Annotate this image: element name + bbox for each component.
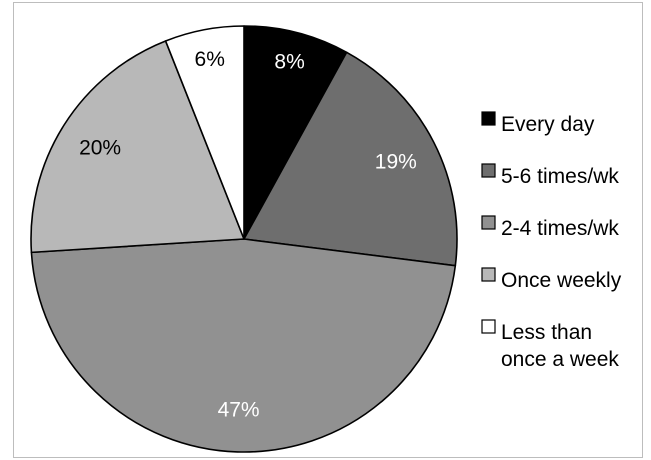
pie-slice-4 <box>164 25 245 240</box>
pie-slice-2 <box>30 238 457 453</box>
legend-label-2: 2-4 times/wk <box>501 217 619 240</box>
pie-slices <box>30 25 458 453</box>
slice-data-label-3: 20% <box>79 137 121 160</box>
legend-label-1: 5-6 times/wk <box>501 165 619 188</box>
slice-data-label-1: 19% <box>375 151 417 174</box>
legend-label-4-line-1: once a week <box>501 348 619 371</box>
legend-label-4: Less than <box>501 321 592 344</box>
pie-data-labels: 8% 19% 47% 20% 6% <box>79 48 417 421</box>
legend-label-0: Every day <box>501 113 595 136</box>
legend-swatch-2 <box>481 215 496 230</box>
pie-slice-0 <box>243 25 348 240</box>
legend-swatch-1 <box>481 163 496 178</box>
legend-swatch-0 <box>481 111 496 126</box>
pie-slice-1 <box>243 51 458 267</box>
legend-swatch-4 <box>481 319 496 334</box>
pie-slice-3 <box>30 40 245 254</box>
chart-legend: Every day 5-6 times/wk 2-4 times/wk Once we… <box>481 111 622 371</box>
legend-label-3: Once weekly <box>501 269 622 292</box>
slice-data-label-0: 8% <box>274 51 304 74</box>
legend-swatch-3 <box>481 267 496 282</box>
slice-data-label-4: 6% <box>195 48 225 71</box>
slice-data-label-2: 47% <box>218 398 260 421</box>
